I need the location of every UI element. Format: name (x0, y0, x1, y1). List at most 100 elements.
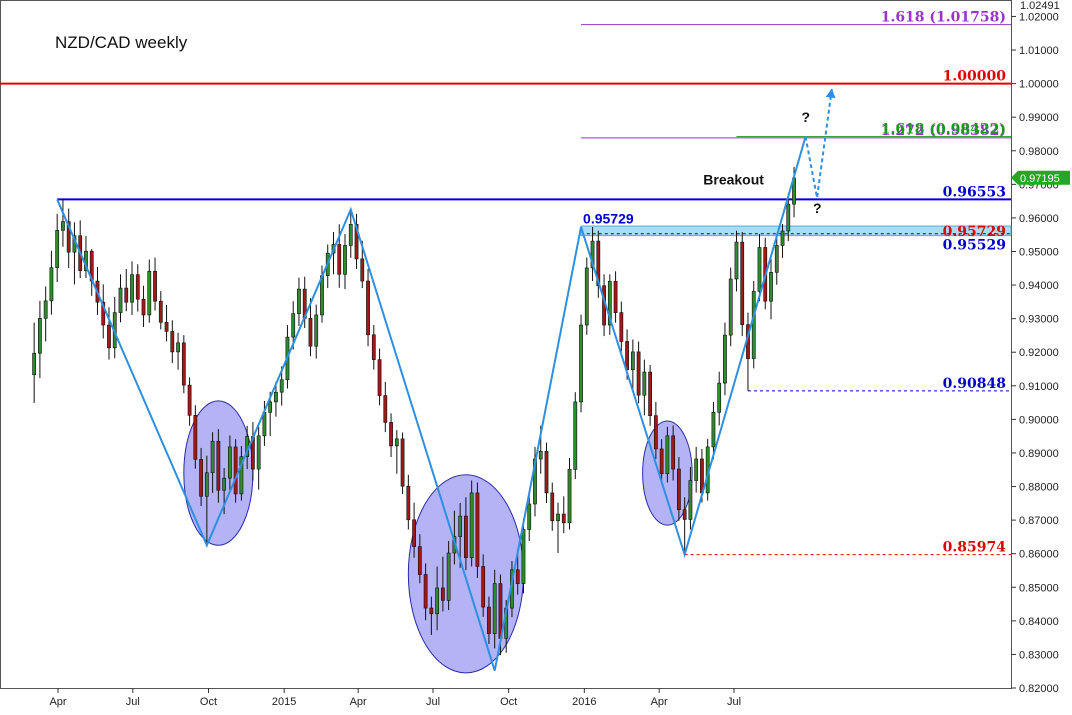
last-price-label: 0.97195 (1020, 173, 1060, 185)
candle-body (394, 438, 399, 447)
candle-body (354, 223, 359, 260)
level-label-6: 0.95729 (943, 224, 1006, 240)
candle-body (256, 435, 261, 470)
candle-body (227, 446, 232, 479)
y-tick-label: 0.86000 (1019, 549, 1059, 561)
projection-arrowhead (825, 88, 836, 99)
candle-body (464, 515, 468, 559)
y-tick-label: 0.83000 (1019, 649, 1059, 661)
candle-body (630, 351, 635, 370)
candle-body (377, 359, 382, 396)
candle-body (751, 291, 756, 359)
candle-body (130, 274, 134, 303)
candle-body (164, 322, 169, 332)
candle-body (118, 287, 123, 313)
candle-body (625, 341, 629, 370)
candle-body (613, 281, 618, 313)
x-tick-label: Jul (727, 696, 741, 708)
candle-body (492, 583, 497, 634)
candle-body (406, 485, 411, 521)
y-tick-label: 0.85000 (1019, 582, 1059, 594)
horizontal-levels: 1.618 (1.01758) 1.00000 1.272 (0.98382)1.6… (0, 10, 1011, 556)
y-tick-label: 1.01000 (1019, 45, 1059, 57)
x-tick-label: Apr (350, 696, 367, 708)
y-tick-label: 0.91000 (1019, 381, 1059, 393)
candle-body (417, 546, 422, 575)
candle-body (308, 318, 313, 347)
annotation-1: 0.95729 (583, 210, 634, 226)
last-price-marker: 0.97195 (1011, 170, 1070, 185)
x-tick-label: Oct (200, 696, 217, 708)
candle-body (584, 267, 589, 326)
candle-body (757, 247, 762, 292)
candle-body (222, 477, 227, 491)
candle-body (734, 241, 739, 280)
candle-body (636, 351, 641, 396)
candle-body (176, 342, 180, 353)
candle-body (135, 274, 140, 300)
candle-body (343, 245, 347, 275)
candle-body (216, 440, 221, 491)
level-label-2: 1.00000 (943, 69, 1007, 85)
candle-body (348, 223, 353, 246)
y-tick-label: 0.94000 (1019, 280, 1059, 292)
candle-body (153, 271, 157, 302)
candle-body (124, 287, 129, 303)
candle-body (607, 281, 612, 326)
candle-body (412, 519, 416, 547)
top-price-label: 1.02491 (1020, 0, 1060, 12)
candle-body (297, 288, 301, 314)
candle-body (233, 446, 238, 495)
y-tick-label: 0.93000 (1019, 314, 1059, 326)
candle-body (567, 469, 572, 524)
candle-body (210, 440, 215, 474)
y-tick-label: 0.95000 (1019, 246, 1059, 258)
candle-body (49, 267, 54, 302)
candle-body (400, 438, 405, 487)
candle-body (38, 318, 42, 354)
candle-body (440, 587, 445, 601)
candle-body (521, 529, 526, 584)
projection-path (804, 88, 833, 198)
candle-body (43, 300, 48, 319)
candle-body (711, 412, 716, 448)
candle-body (550, 492, 555, 522)
level-label-8: 0.90848 (943, 376, 1006, 392)
candle-body (446, 552, 451, 601)
candle-body (314, 314, 319, 347)
candle-body (527, 503, 532, 530)
candle-body (291, 313, 296, 338)
level-label-5: 0.96553 (943, 184, 1006, 200)
y-tick-label: 0.96000 (1019, 213, 1059, 225)
candle-body (239, 456, 244, 495)
y-tick-label: 0.89000 (1019, 448, 1059, 460)
candle-body (66, 221, 71, 253)
candle-body (573, 401, 578, 470)
candle-body (579, 324, 583, 403)
candle-body (659, 448, 664, 475)
candle-body (279, 379, 284, 393)
candle-body (101, 301, 106, 326)
candle-body (590, 240, 595, 269)
x-tick-label: 2016 (572, 696, 596, 708)
candle-body (515, 569, 520, 584)
candle-body (383, 395, 388, 423)
y-tick-label: 0.84000 (1019, 616, 1059, 628)
candles (32, 166, 796, 656)
candle-body (61, 221, 65, 231)
level-label-4: 1.618 (0.98422) (881, 122, 1006, 138)
candle-body (642, 371, 647, 396)
candle-body (677, 468, 681, 511)
candle-body (475, 492, 480, 567)
candle-body (619, 312, 624, 342)
y-tick-label: 0.99000 (1019, 112, 1059, 124)
candle-body (481, 566, 486, 608)
candle-body (780, 230, 785, 246)
last-price-tag (1011, 170, 1070, 185)
candle-body (769, 272, 773, 302)
candle-body (682, 509, 687, 520)
x-tick-label: Oct (500, 696, 517, 708)
candle-body (337, 244, 342, 275)
candle-body (556, 513, 560, 522)
candle-body (193, 415, 198, 460)
